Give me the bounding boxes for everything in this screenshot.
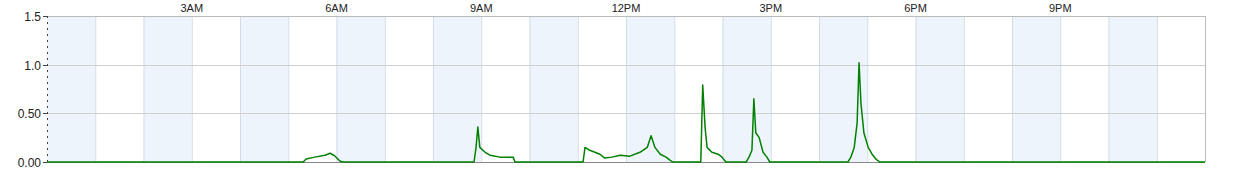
- x-tick-label: 3PM: [759, 2, 782, 14]
- x-tick: [771, 16, 772, 17]
- x-tick-label: 6PM: [904, 2, 927, 14]
- hour-band: [433, 16, 481, 162]
- hour-band: [47, 16, 95, 162]
- hour-band: [144, 16, 192, 162]
- hour-line: [1109, 16, 1110, 162]
- hour-line: [867, 16, 868, 162]
- y-tick: [43, 65, 47, 66]
- hour-line: [1157, 16, 1158, 162]
- hour-line: [674, 16, 675, 162]
- x-tick-label: 9PM: [1049, 2, 1072, 14]
- hour-line: [288, 16, 289, 162]
- hour-line: [530, 16, 531, 162]
- y-axis: 0.00 0.50 1.0 1.5: [18, 10, 1205, 170]
- y-tick: [43, 16, 47, 17]
- hour-line: [723, 16, 724, 162]
- hour-line: [771, 16, 772, 162]
- hour-line: [1060, 16, 1061, 162]
- x-tick: [337, 16, 338, 17]
- y-tick-label: 0.50: [18, 107, 42, 121]
- hour-band: [337, 16, 385, 162]
- series: [47, 63, 1205, 162]
- x-tick: [192, 16, 193, 17]
- hour-line: [964, 16, 965, 162]
- hour-band: [1109, 16, 1157, 162]
- hour-band: [723, 16, 771, 162]
- hour-band: [1012, 16, 1060, 162]
- y-grid-line: [47, 65, 1205, 66]
- frame-top: [47, 16, 1205, 17]
- x-tick-label: 9AM: [470, 2, 493, 14]
- hour-band: [916, 16, 964, 162]
- y-tick-label: 0.00: [18, 156, 42, 170]
- hour-line: [626, 16, 627, 162]
- hour-line: [433, 16, 434, 162]
- x-tick-label: 3AM: [180, 2, 203, 14]
- hour-line: [144, 16, 145, 162]
- chart: 0.00 0.50 1.0 1.5 3AM 6AM 9AM 12PM 3PM 6PM 9PM: [0, 0, 1250, 178]
- x-tick-label: 6AM: [325, 2, 348, 14]
- hour-line: [385, 16, 386, 162]
- frame-right: [1205, 16, 1206, 162]
- y-tick: [43, 113, 47, 114]
- x-tick: [916, 16, 917, 17]
- hour-line: [578, 16, 579, 162]
- hour-line: [95, 16, 96, 162]
- y-tick-label: 1.5: [24, 10, 41, 24]
- hour-line: [192, 16, 193, 162]
- x-tick: [481, 16, 482, 17]
- y-grid-line: [47, 113, 1205, 114]
- hour-line: [1012, 16, 1013, 162]
- x-axis: 3AM 6AM 9AM 12PM 3PM 6PM 9PM: [180, 2, 1071, 16]
- x-tick-label: 12PM: [612, 2, 641, 14]
- hour-line: [916, 16, 917, 162]
- series-line: [47, 63, 1205, 162]
- hour-band: [240, 16, 288, 162]
- y-tick-label: 1.0: [24, 59, 41, 73]
- hour-line: [819, 16, 820, 162]
- y-axis-line: [47, 16, 48, 162]
- x-tick: [626, 16, 627, 17]
- hour-line: [240, 16, 241, 162]
- hour-line: [337, 16, 338, 162]
- y-tick: [43, 162, 47, 163]
- hour-line: [481, 16, 482, 162]
- hour-bands: [47, 16, 1157, 162]
- hour-band: [530, 16, 578, 162]
- y-grid-line: [47, 16, 1205, 17]
- x-tick: [1060, 16, 1061, 17]
